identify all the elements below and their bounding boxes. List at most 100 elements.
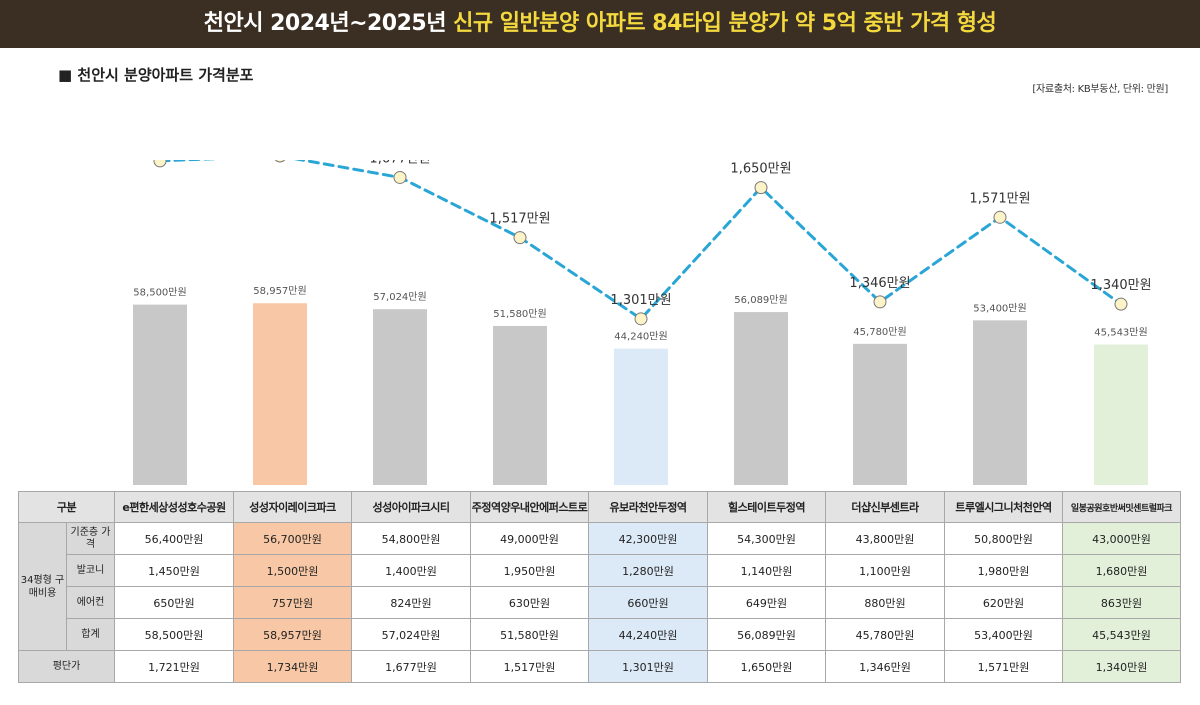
table-cell: 1,301만원 (588, 650, 708, 683)
table-column-header: 주정역양우내안에퍼스트로 (470, 491, 589, 523)
line-label-2: 1,677만원 (369, 160, 430, 166)
table-cell: 1,346만원 (825, 650, 945, 683)
line-point-0 (153, 160, 167, 168)
chart-subtitle: ■ 천안시 분양아파트 가격분포 (58, 66, 254, 84)
bar-7 (973, 320, 1027, 485)
table-cell: 54,800만원 (351, 522, 471, 555)
line-label-4: 1,301만원 (610, 293, 671, 308)
bar-label-1: 58,957만원 (253, 285, 306, 297)
bar-label-3: 51,580만원 (493, 308, 546, 320)
line-point-5 (754, 181, 768, 195)
bar-label-2: 57,024만원 (373, 291, 426, 303)
line-point-3 (513, 231, 527, 245)
bar-label-6: 45,780만원 (853, 326, 906, 338)
table-cell: 1,980만원 (944, 554, 1063, 587)
header-title-prefix: 천안시 2024년~2025년 (203, 11, 454, 36)
bar-label-7: 53,400만원 (973, 302, 1026, 314)
line-label-6: 1,346만원 (849, 276, 910, 291)
table-column-header: e편한세상성성호수공원 (114, 491, 234, 523)
table-row-price-per-pyeong: 평단가 1,721만원 1,734만원 1,677만원 1,517만원 1,301만원 1,… (18, 650, 1181, 683)
bar-4 (614, 348, 668, 485)
table-row: 합계 58,500만원 58,957만원 57,024만원 51,580만원 44,240… (19, 618, 1181, 651)
table-column-header: 성성아이파크시티 (351, 491, 471, 523)
table-cell: 42,300만원 (588, 522, 708, 555)
line-series-price-per-pyeong (158, 160, 1123, 321)
table-row: 34평형 구매비용 기준층 가격 56,400만원 56,700만원 54,800만원 4… (18, 522, 1181, 651)
table-cell: 863만원 (1062, 586, 1181, 619)
table-column-header: 일봉공원호반써밋센트럴파크 (1062, 491, 1181, 523)
table-row-label: 평단가 (18, 650, 115, 683)
line-point-7 (993, 210, 1007, 224)
line-point-6 (873, 295, 887, 309)
table-header-row: 구분 e편한세상성성호수공원 성성자이레이크파크 성성아이파크시티 주정역양우내안에퍼… (18, 491, 1181, 523)
table-cell: 1,500만원 (233, 554, 352, 587)
table-cell: 50,800만원 (944, 522, 1063, 555)
line-label-5: 1,650만원 (730, 162, 791, 177)
table-cell: 1,340만원 (1062, 650, 1181, 683)
table-cell: 51,580만원 (470, 618, 589, 651)
table-cell: 649만원 (707, 586, 826, 619)
bar-3 (493, 325, 547, 485)
table-cell: 1,734만원 (233, 650, 352, 683)
bar-label-4: 44,240만원 (614, 331, 667, 343)
table-cell: 56,700만원 (233, 522, 352, 555)
table-cell: 1,571만원 (944, 650, 1063, 683)
bar-8 (1094, 344, 1148, 485)
table-column-header: 트루엘시그니처천안역 (944, 491, 1063, 523)
table-group-label: 34평형 구매비용 (18, 522, 67, 651)
page-header: 천안시 2024년~2025년 신규 일반분양 아파트 84타입 분양가 약 5… (0, 0, 1200, 48)
bar-5 (734, 312, 788, 485)
header-title-highlight: 신규 일반분양 아파트 84타입 분양가 약 5억 중반 가격 형성 (453, 11, 997, 36)
table-cell: 53,400만원 (944, 618, 1063, 651)
table-cell: 1,677만원 (351, 650, 471, 683)
line-label-8: 1,340만원 (1090, 278, 1151, 293)
bar-1 (253, 303, 307, 485)
table-cell: 620만원 (944, 586, 1063, 619)
table-cell: 1,680만원 (1062, 554, 1181, 587)
table-cell: 1,721만원 (114, 650, 234, 683)
line-point-1 (274, 160, 286, 163)
table-cell: 630만원 (470, 586, 589, 619)
bar-label-8: 45,543만원 (1094, 327, 1147, 339)
table-cell: 1,280만원 (588, 554, 708, 587)
table-row: 에어컨 650만원 757만원 824만원 630만원 660만원 649만원 880만원 62… (19, 586, 1181, 619)
table-cell: 45,780만원 (825, 618, 945, 651)
table-cell: 58,500만원 (114, 618, 234, 651)
line-label-7: 1,571만원 (969, 191, 1030, 206)
table-cell: 56,400만원 (114, 522, 234, 555)
table-cell: 58,957만원 (233, 618, 352, 651)
table-cell: 1,450만원 (114, 554, 234, 587)
line-label-3: 1,517만원 (489, 212, 550, 227)
bar-0 (133, 304, 187, 485)
price-chart: 58,500만원 58,957만원 57,024만원 51,580만원 44,240만원… (133, 160, 1152, 485)
line-point-2 (393, 170, 407, 184)
table-cell: 1,100만원 (825, 554, 945, 587)
bar-2 (373, 309, 427, 485)
price-table: 구분 e편한세상성성호수공원 성성자이레이크파크 성성아이파크시티 주정역양우내안에퍼… (18, 491, 1181, 683)
table-row-label: 에어컨 (66, 586, 115, 619)
table-cell: 1,950만원 (470, 554, 589, 587)
table-header-label: 구분 (18, 491, 115, 523)
table-cell: 57,024만원 (351, 618, 471, 651)
table-cell: 1,517만원 (470, 650, 589, 683)
table-cell: 49,000만원 (470, 522, 589, 555)
table-cell: 43,800만원 (825, 522, 945, 555)
source-note: [자료출처: KB부동산, 단위: 만원] (1032, 84, 1168, 95)
table-cell: 56,089만원 (707, 618, 826, 651)
table-cell: 44,240만원 (588, 618, 708, 651)
table-cell: 54,300만원 (707, 522, 826, 555)
table-cell: 1,650만원 (707, 650, 826, 683)
table-cell: 660만원 (588, 586, 708, 619)
line-point-4 (634, 312, 648, 326)
table-row: 발코니 1,450만원 1,500만원 1,400만원 1,950만원 1,280만원 1,… (19, 554, 1181, 587)
table-cell: 43,000만원 (1062, 522, 1181, 555)
table-cell: 650만원 (114, 586, 234, 619)
table-row-label: 합계 (66, 618, 115, 651)
bar-6 (853, 343, 907, 485)
table-column-header: 힐스테이트두정역 (707, 491, 826, 523)
table-cell: 45,543만원 (1062, 618, 1181, 651)
bar-label-0: 58,500만원 (133, 287, 186, 299)
table-column-header: 성성자이레이크파크 (233, 491, 352, 523)
bar-label-5: 56,089만원 (734, 294, 787, 306)
table-cell: 1,140만원 (707, 554, 826, 587)
